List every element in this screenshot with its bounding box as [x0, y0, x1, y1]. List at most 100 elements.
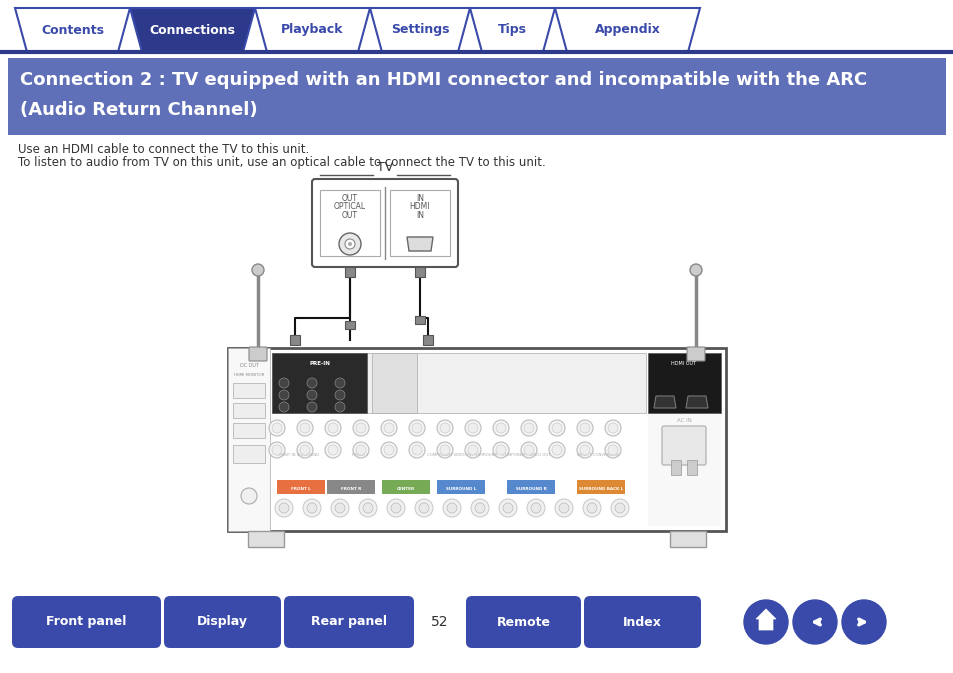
- Circle shape: [531, 503, 540, 513]
- Polygon shape: [130, 8, 254, 52]
- Circle shape: [358, 499, 376, 517]
- Circle shape: [384, 423, 394, 433]
- Circle shape: [743, 600, 787, 644]
- Circle shape: [493, 442, 509, 458]
- Text: Remote: Remote: [496, 616, 550, 629]
- Circle shape: [278, 402, 289, 412]
- FancyBboxPatch shape: [661, 426, 705, 465]
- Text: SURROUND R: SURROUND R: [515, 487, 546, 491]
- Circle shape: [496, 445, 505, 455]
- FancyBboxPatch shape: [272, 353, 367, 413]
- Circle shape: [523, 445, 534, 455]
- Circle shape: [496, 423, 505, 433]
- Circle shape: [607, 423, 618, 433]
- Circle shape: [299, 423, 310, 433]
- Circle shape: [442, 499, 460, 517]
- Text: FRONT L: FRONT L: [291, 487, 311, 491]
- Circle shape: [548, 420, 564, 436]
- Circle shape: [604, 420, 620, 436]
- FancyBboxPatch shape: [583, 596, 700, 648]
- FancyBboxPatch shape: [233, 383, 265, 398]
- Text: DIRECT CONVERSION: DIRECT CONVERSION: [577, 453, 618, 457]
- Circle shape: [328, 423, 337, 433]
- FancyBboxPatch shape: [669, 531, 705, 547]
- FancyBboxPatch shape: [228, 348, 270, 531]
- Text: Tips: Tips: [497, 24, 526, 36]
- FancyBboxPatch shape: [647, 413, 720, 526]
- Circle shape: [447, 503, 456, 513]
- Text: Contents: Contents: [41, 24, 104, 36]
- FancyBboxPatch shape: [312, 179, 457, 267]
- FancyBboxPatch shape: [164, 596, 281, 648]
- Text: Use an HDMI cable to connect the TV to this unit.: Use an HDMI cable to connect the TV to t…: [18, 143, 309, 156]
- Text: Settings: Settings: [391, 24, 449, 36]
- Circle shape: [353, 420, 369, 436]
- Circle shape: [278, 503, 289, 513]
- Circle shape: [464, 442, 480, 458]
- Text: FRONT IN SURROUND: FRONT IN SURROUND: [276, 453, 319, 457]
- Circle shape: [502, 503, 513, 513]
- FancyBboxPatch shape: [422, 335, 433, 345]
- Text: OPTICAL: OPTICAL: [334, 202, 366, 211]
- Circle shape: [252, 264, 264, 276]
- Text: Appendix: Appendix: [594, 24, 659, 36]
- Polygon shape: [407, 237, 433, 251]
- Circle shape: [439, 445, 450, 455]
- FancyBboxPatch shape: [647, 353, 720, 413]
- Circle shape: [526, 499, 544, 517]
- Circle shape: [353, 442, 369, 458]
- FancyBboxPatch shape: [381, 480, 430, 494]
- Circle shape: [475, 503, 484, 513]
- Circle shape: [552, 445, 561, 455]
- FancyBboxPatch shape: [465, 596, 580, 648]
- FancyBboxPatch shape: [436, 480, 484, 494]
- Circle shape: [436, 442, 453, 458]
- Circle shape: [278, 390, 289, 400]
- Text: Connection 2 : TV equipped with an HDMI connector and incompatible with the ARC: Connection 2 : TV equipped with an HDMI …: [20, 71, 866, 89]
- FancyBboxPatch shape: [345, 321, 355, 329]
- FancyBboxPatch shape: [327, 480, 375, 494]
- Circle shape: [615, 503, 624, 513]
- Circle shape: [582, 499, 600, 517]
- Circle shape: [523, 423, 534, 433]
- Text: OUT: OUT: [341, 194, 357, 203]
- Text: Display: Display: [196, 616, 248, 629]
- Circle shape: [355, 423, 366, 433]
- Polygon shape: [470, 8, 555, 52]
- Circle shape: [471, 499, 489, 517]
- Circle shape: [520, 442, 537, 458]
- Circle shape: [391, 503, 400, 513]
- Circle shape: [296, 420, 313, 436]
- Text: HDMI OUT: HDMI OUT: [671, 361, 696, 366]
- FancyBboxPatch shape: [276, 480, 325, 494]
- Circle shape: [278, 378, 289, 388]
- Circle shape: [269, 442, 285, 458]
- Circle shape: [307, 378, 316, 388]
- Circle shape: [577, 420, 593, 436]
- Circle shape: [296, 442, 313, 458]
- Circle shape: [841, 600, 885, 644]
- Circle shape: [355, 445, 366, 455]
- Polygon shape: [755, 609, 775, 630]
- Circle shape: [307, 503, 316, 513]
- Text: PRE-IN: PRE-IN: [309, 361, 330, 366]
- Circle shape: [269, 420, 285, 436]
- Circle shape: [307, 390, 316, 400]
- Circle shape: [689, 264, 701, 276]
- Circle shape: [409, 442, 424, 458]
- Circle shape: [335, 378, 345, 388]
- FancyBboxPatch shape: [272, 353, 645, 413]
- Circle shape: [792, 600, 836, 644]
- Circle shape: [604, 442, 620, 458]
- Circle shape: [586, 503, 597, 513]
- Circle shape: [303, 499, 320, 517]
- FancyBboxPatch shape: [372, 353, 416, 413]
- Circle shape: [548, 442, 564, 458]
- FancyBboxPatch shape: [506, 480, 555, 494]
- Text: To listen to audio from TV on this unit, use an optical cable to connect the TV : To listen to audio from TV on this unit,…: [18, 156, 545, 169]
- Circle shape: [418, 503, 429, 513]
- Circle shape: [325, 420, 340, 436]
- Circle shape: [555, 499, 573, 517]
- Circle shape: [552, 423, 561, 433]
- FancyBboxPatch shape: [248, 531, 284, 547]
